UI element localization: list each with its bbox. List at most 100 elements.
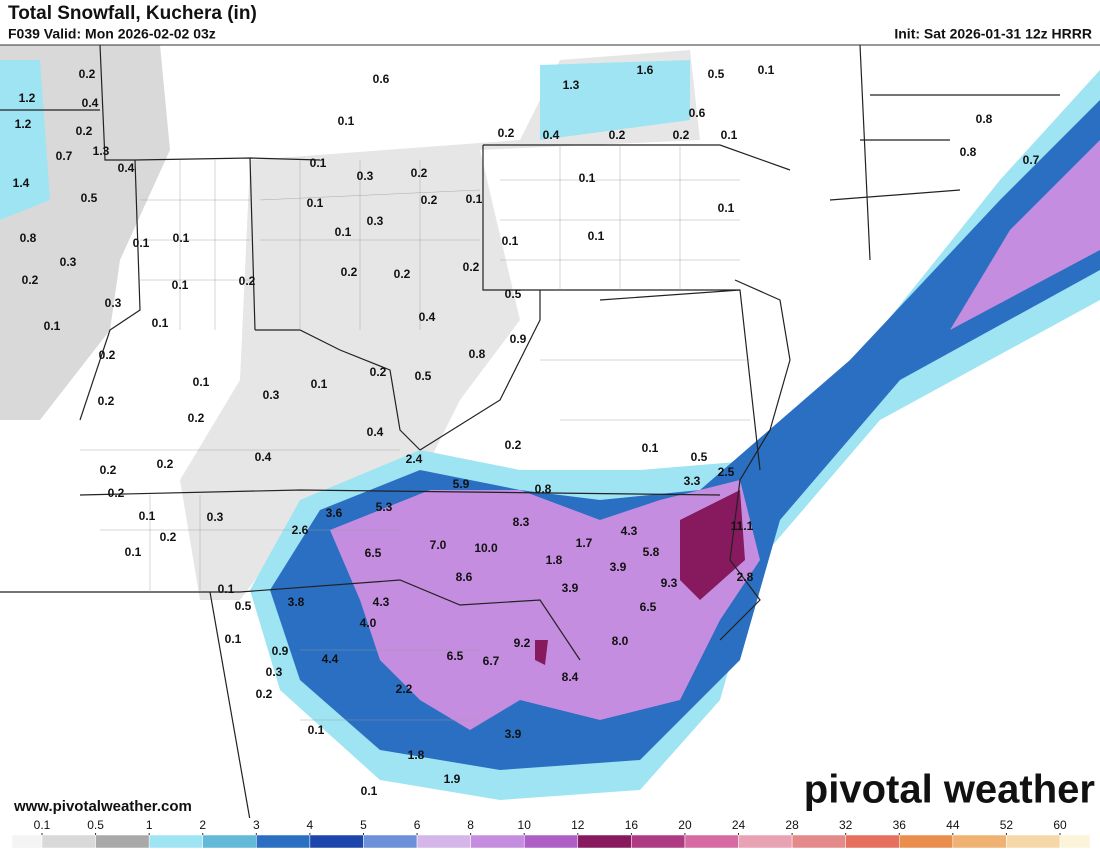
map-label: 0.5 [235, 599, 252, 613]
map-label: 0.8 [469, 347, 486, 361]
colorbar-cell [577, 834, 632, 849]
map-label: 4.0 [360, 616, 377, 630]
map-label: 0.1 [721, 128, 738, 142]
map-label: 0.1 [502, 234, 519, 248]
shade-cyan [0, 60, 50, 220]
map-label: 1.2 [19, 91, 36, 105]
map-label: 0.6 [689, 106, 706, 120]
colorbar-label: 20 [678, 818, 692, 832]
colorbar-label: 0.5 [87, 818, 104, 832]
map-label: 0.8 [20, 231, 37, 245]
map-label: 0.4 [543, 128, 560, 142]
map-label: 3.6 [326, 506, 343, 520]
map-label: 3.9 [562, 581, 579, 595]
map-label: 0.1 [338, 114, 355, 128]
colorbar-cell [363, 834, 418, 849]
logo: pivotal weather [804, 768, 1095, 812]
colorbar-cell [684, 834, 739, 849]
map-label: 1.6 [637, 63, 654, 77]
map-label: 1.3 [563, 78, 580, 92]
title: Total Snowfall, Kuchera (in) [8, 3, 257, 24]
colorbar: 0.1 0.5 1 2 3 4 5 6 8 10 12 16 20 24 28 32 36 44 52 60 [0, 818, 1100, 850]
map-label: 0.1 [133, 236, 150, 250]
map-label: 7.0 [430, 538, 447, 552]
map-label: 0.4 [419, 310, 436, 324]
map-label: 0.3 [367, 214, 384, 228]
map-label: 0.5 [415, 369, 432, 383]
map-label: 11.1 [731, 519, 754, 533]
colorbar-label: 10 [518, 818, 532, 832]
map-label: 2.5 [718, 465, 735, 479]
map-label: 0.1 [311, 377, 328, 391]
colorbar-label: 3 [253, 818, 260, 832]
map-label: 5.9 [453, 477, 470, 491]
map-label: 0.3 [60, 255, 77, 269]
map-label: 0.1 [758, 63, 775, 77]
colorbar-label: 2 [199, 818, 206, 832]
map-label: 0.2 [22, 273, 39, 287]
map-label: 0.1 [225, 632, 242, 646]
map-label: 0.2 [370, 365, 387, 379]
map-label: 2.4 [406, 452, 423, 466]
shade-magenta [680, 490, 745, 600]
colorbar-label: 36 [893, 818, 907, 832]
map-label: 9.3 [661, 576, 678, 590]
map-label: 4.3 [373, 595, 390, 609]
colorbar-label: 12 [571, 818, 585, 832]
colorbar-label: 5 [360, 818, 367, 832]
map-label: 0.4 [82, 96, 99, 110]
map-label: 0.5 [708, 67, 725, 81]
map-label: 3.8 [288, 595, 305, 609]
map-label: 0.2 [505, 438, 522, 452]
map-label: 0.1 [466, 192, 483, 206]
colorbar-label: 0.1 [34, 818, 51, 832]
colorbar-cell [791, 834, 846, 849]
map-label: 1.3 [93, 144, 110, 158]
header [0, 0, 1100, 45]
colorbar-cell [631, 834, 686, 849]
colorbar-label: 28 [785, 818, 799, 832]
map-label: 0.3 [266, 665, 283, 679]
valid-time: F039 Valid: Mon 2026-02-02 03z [8, 26, 216, 42]
coastline [719, 279, 791, 641]
map-label: 0.3 [105, 296, 122, 310]
map-label: 0.1 [642, 441, 659, 455]
map-label: 0.2 [673, 128, 690, 142]
colorbar-label: 52 [1000, 818, 1014, 832]
colorbar-cell [899, 834, 954, 849]
map-label: 0.7 [1023, 153, 1040, 167]
shade-cyan [540, 60, 690, 140]
map-label: 4.4 [322, 652, 339, 666]
map-label: 3.9 [610, 560, 627, 574]
map-label: 0.2 [394, 267, 411, 281]
colorbar-cell [41, 834, 96, 849]
colorbar-label: 6 [414, 818, 421, 832]
colorbar-label: 8 [467, 818, 474, 832]
map-label: 0.1 [308, 723, 325, 737]
map-label: 0.2 [498, 126, 515, 140]
map-label: 1.7 [576, 536, 593, 550]
map-label: 0.1 [335, 225, 352, 239]
map-label: 0.3 [207, 510, 224, 524]
map-label: 9.2 [514, 636, 531, 650]
map-label: 0.2 [99, 348, 116, 362]
map-label: 0.8 [976, 112, 993, 126]
map-label: 0.2 [157, 457, 174, 471]
colorbar-cell [95, 834, 150, 849]
map-label: 5.3 [376, 500, 393, 514]
map-label: 0.8 [535, 482, 552, 496]
map-label: 1.2 [15, 117, 32, 131]
map-label: 4.3 [621, 524, 638, 538]
map-label: 0.9 [272, 644, 289, 658]
colorbar-label: 32 [839, 818, 853, 832]
map-label: 0.1 [218, 582, 235, 596]
colorbar-label: 24 [732, 818, 746, 832]
colorbar-cell [952, 834, 1007, 849]
map-label: 0.4 [367, 425, 384, 439]
map-label: 2.2 [396, 682, 413, 696]
map-label: 0.2 [100, 463, 117, 477]
map-label: 0.1 [307, 196, 324, 210]
map-label: 6.5 [640, 600, 657, 614]
shade-purple [950, 140, 1100, 330]
